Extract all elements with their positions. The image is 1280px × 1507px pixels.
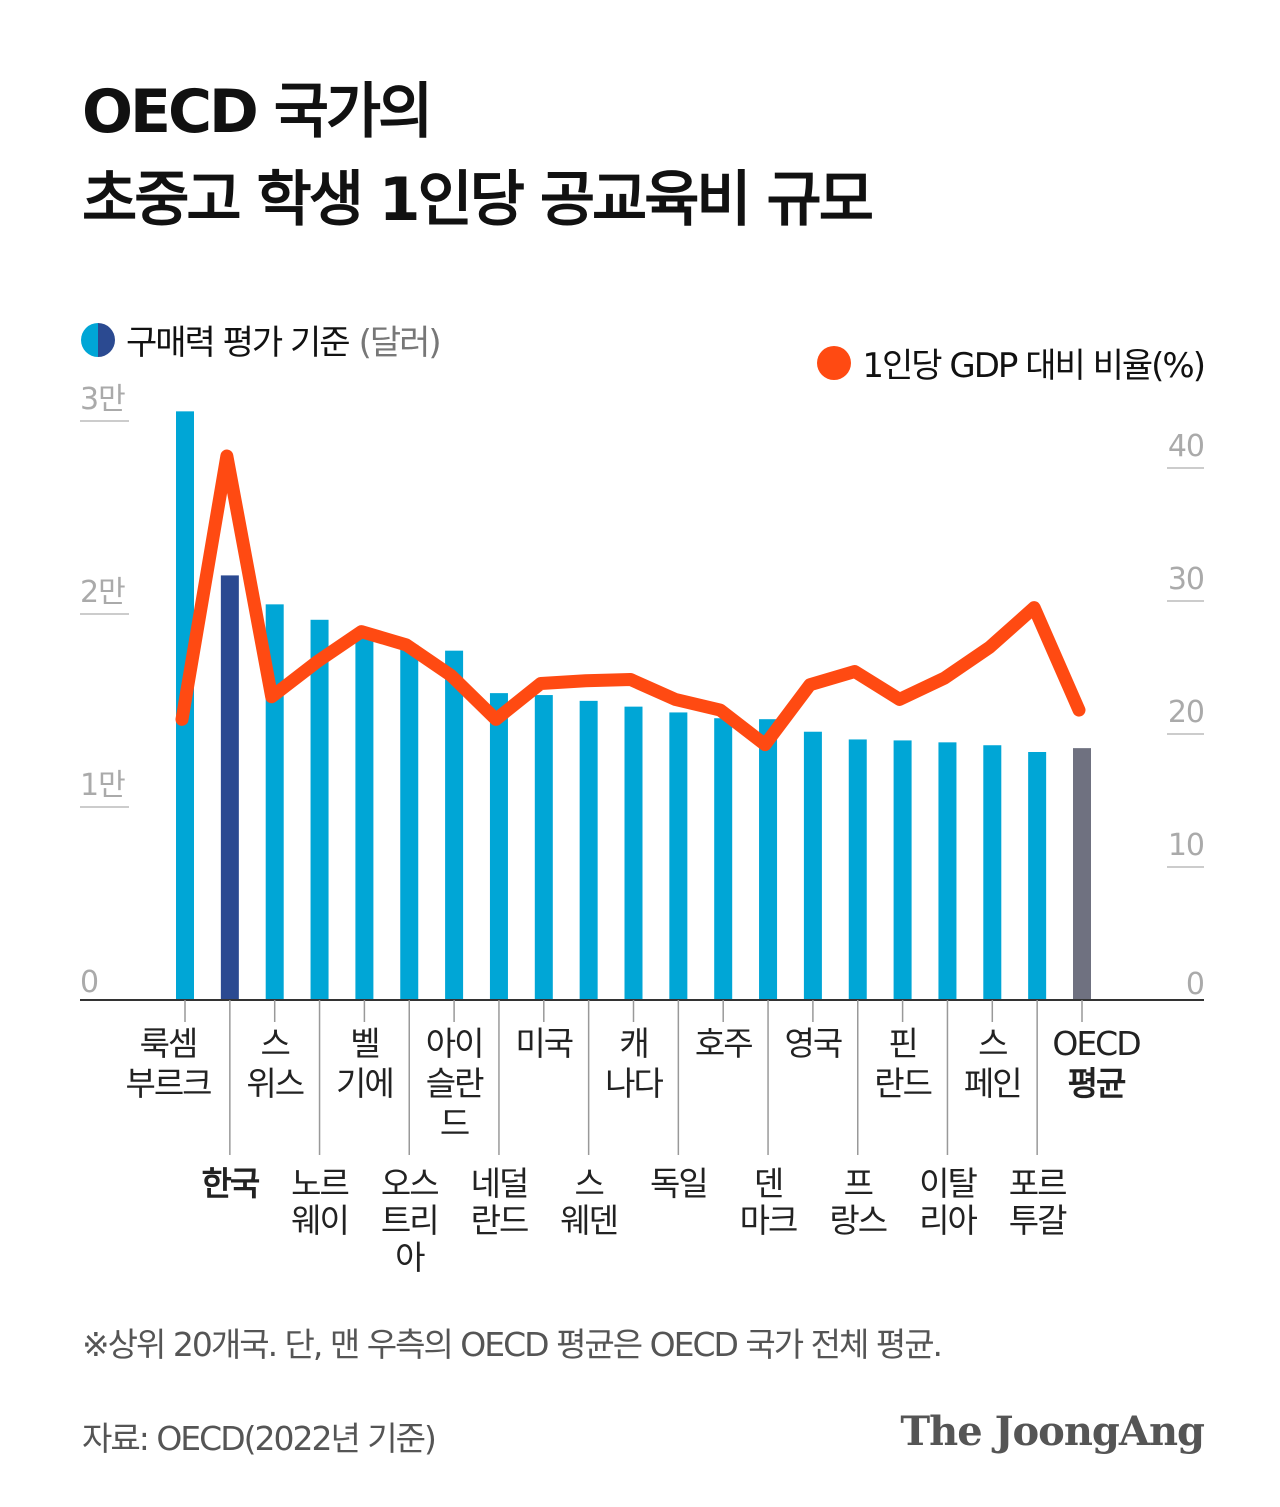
x-label-아이슬란드: 드	[440, 1104, 469, 1143]
bar-미국	[534, 695, 553, 1000]
bar-캐나다	[624, 706, 643, 1000]
x-label-포르투갈: 포르	[1009, 1164, 1066, 1203]
legend-line-label: 1인당 GDP 대비 비율(%)	[862, 346, 1206, 386]
x-label-노르웨이: 노르	[291, 1164, 348, 1203]
x-label-OECD 평균: OECD	[1052, 1024, 1140, 1063]
x-label-벨기에: 벨	[350, 1024, 378, 1063]
title-line-2: 초중고 학생 1인당 공교육비 규모	[82, 165, 874, 235]
bar-프랑스	[848, 739, 867, 1000]
title-line-1: OECD 국가의	[82, 77, 433, 147]
x-label-오스트리아: 오스	[381, 1164, 438, 1203]
x-label-오스트리아: 트리	[381, 1201, 438, 1240]
x-label-스페인: 페인	[964, 1064, 1021, 1103]
left-axis-tick-label: 0	[80, 965, 98, 1000]
bar-포르투갈	[1028, 751, 1047, 1000]
x-label-덴마크: 마크	[740, 1201, 797, 1240]
x-label-OECD 평균: 평균	[1068, 1064, 1126, 1103]
bar-핀란드	[893, 740, 912, 1000]
bar-네덜란드	[489, 693, 508, 1000]
x-label-벨기에: 기에	[336, 1064, 393, 1103]
legend-bars-unit: (달러)	[358, 323, 442, 363]
x-label-이탈리아: 리아	[919, 1201, 977, 1240]
x-label-아이슬란드: 슬란	[426, 1064, 484, 1103]
source: 자료: OECD(2022년 기준)	[82, 1419, 437, 1458]
x-label-프랑스: 프	[844, 1164, 873, 1203]
x-label-오스트리아: 아	[395, 1238, 425, 1277]
x-label-노르웨이: 웨이	[291, 1201, 348, 1240]
bar-노르웨이	[310, 619, 329, 1000]
x-label-미국: 미국	[515, 1024, 572, 1063]
bar-독일	[669, 712, 688, 1000]
right-axis-tick-label: 10	[1168, 828, 1204, 863]
x-label-스웨덴: 스	[574, 1164, 603, 1203]
x-label-덴마크: 덴	[754, 1164, 782, 1203]
x-label-네덜란드: 란드	[471, 1201, 528, 1240]
bar-호주	[714, 718, 733, 1000]
x-label-포르투갈: 투갈	[1009, 1201, 1067, 1240]
left-axis-tick-label: 2만	[80, 575, 125, 610]
legend-line: 1인당 GDP 대비 비율(%)	[816, 338, 1206, 387]
half-circle-legend-icon	[81, 322, 115, 357]
bar-한국	[220, 575, 239, 1000]
x-label-독일: 독일	[650, 1164, 707, 1203]
bar-OECD 평균	[1073, 748, 1091, 1000]
x-label-영국: 영국	[785, 1024, 842, 1063]
x-label-룩셈부르크: 부르크	[125, 1064, 211, 1103]
bar-스웨덴	[579, 700, 598, 1000]
x-label-룩셈부르크: 룩셈	[140, 1024, 197, 1063]
x-label-스위스: 스	[261, 1024, 290, 1063]
bar-스페인	[983, 745, 1002, 1000]
x-label-이탈리아: 이탈	[919, 1164, 977, 1203]
logo: The JoongAng	[900, 1408, 1205, 1455]
x-label-캐나다: 나다	[605, 1064, 663, 1103]
bar-영국	[803, 731, 822, 1000]
footnote: ※상위 20개국. 단, 맨 우측의 OECD 평균은 OECD 국가 전체 평…	[82, 1325, 943, 1364]
x-label-스위스: 위스	[246, 1064, 303, 1103]
legend-bars: 구매력 평가 기준 (달러)	[80, 315, 442, 364]
bar-벨기에	[355, 631, 374, 1000]
right-axis-tick-label: 20	[1168, 695, 1204, 730]
right-axis-tick-label: 30	[1168, 562, 1204, 597]
x-label-스웨덴: 웨덴	[560, 1201, 617, 1240]
x-label-아이슬란드: 아이	[426, 1024, 483, 1063]
x-label-핀란드: 핀	[888, 1024, 916, 1063]
x-label-핀란드: 란드	[874, 1064, 931, 1103]
x-label-스페인: 스	[978, 1024, 1007, 1063]
x-label-캐나다: 캐	[619, 1024, 647, 1063]
x-label-프랑스: 랑스	[829, 1201, 886, 1240]
legend-bars-label: 구매력 평가 기준	[126, 323, 351, 363]
bar-이탈리아	[938, 742, 957, 1000]
dot-legend-icon	[817, 345, 852, 380]
right-axis-tick-label: 40	[1168, 429, 1204, 464]
x-label-네덜란드: 네덜	[471, 1164, 528, 1203]
bar-덴마크	[759, 719, 778, 1000]
bar-스위스	[265, 604, 284, 1000]
bar-아이슬란드	[445, 650, 464, 1000]
x-label-호주: 호주	[695, 1024, 752, 1063]
right-axis-tick-label: 0	[1186, 967, 1204, 1002]
left-axis-tick-label: 1만	[80, 768, 125, 803]
left-axis-tick-label: 3만	[80, 382, 125, 417]
x-label-한국: 한국	[201, 1164, 259, 1203]
bar-오스트리아	[400, 644, 419, 1000]
